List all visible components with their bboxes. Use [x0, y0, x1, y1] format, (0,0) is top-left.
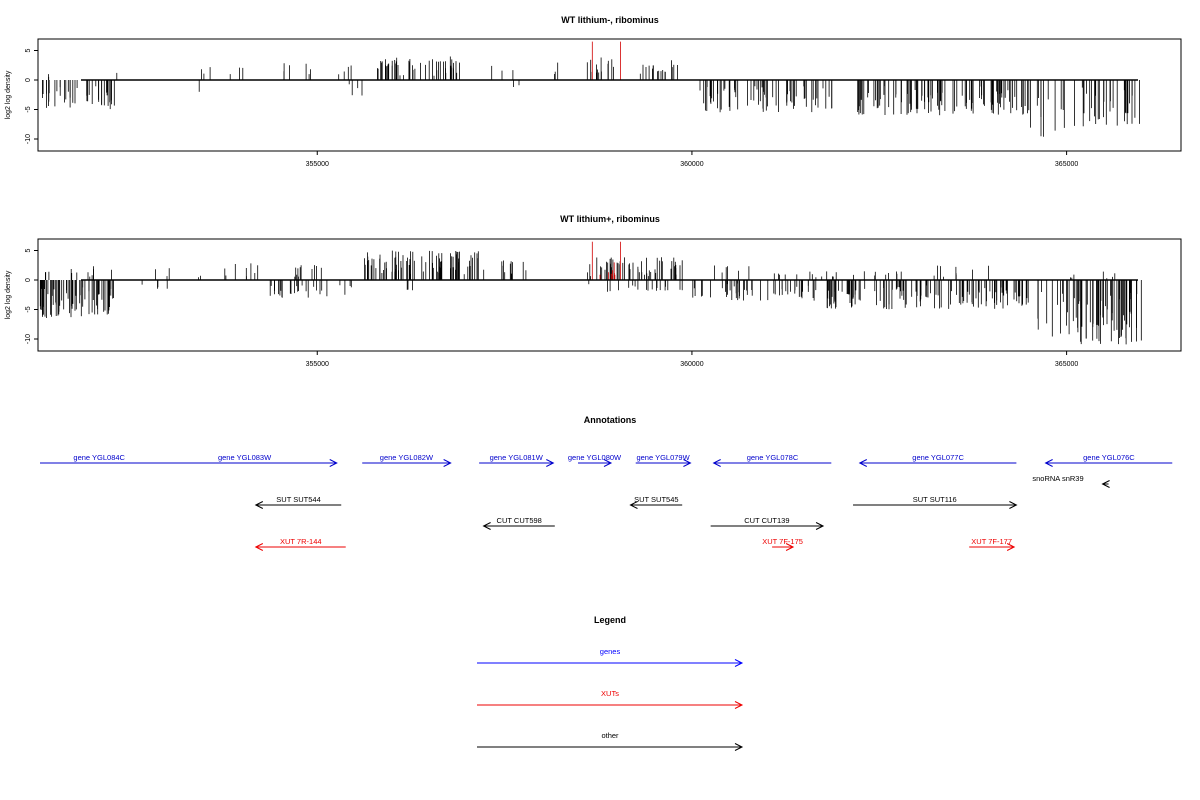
annotation-feature: gene YGL082W: [362, 453, 452, 467]
feature-label: gene YGL082W: [380, 453, 434, 462]
arrow-right-icon: [785, 543, 795, 551]
feature-label: gene YGL081W: [490, 453, 544, 462]
feature-label: snoRNA snR39: [1032, 474, 1083, 483]
legend-item: other: [477, 731, 744, 751]
annotation-feature: snoRNA snR39: [1032, 474, 1110, 488]
track-panel-2: WT lithium+, ribominus log2 log density …: [5, 214, 1182, 368]
legend-title: Legend: [594, 615, 626, 625]
feature-label: gene YGL076C: [1083, 453, 1135, 462]
annotation-feature: SUT SUT545: [629, 495, 683, 509]
arrow-left-icon: [482, 522, 491, 530]
x-axis: 355000 360000 365000: [306, 151, 1078, 168]
arrow-right-icon: [734, 659, 744, 667]
feature-label: CUT CUT139: [744, 516, 789, 525]
feature-label: SUT SUT116: [913, 495, 957, 504]
y-axis-label: log2 log density: [5, 270, 12, 319]
plot-frame: [37, 38, 1182, 152]
x-tick-label: 365000: [1055, 161, 1078, 168]
annotation-feature: XUT 7F-175: [762, 537, 803, 551]
y-tick-label: 0: [25, 278, 32, 282]
annotation-feature: CUT CUT139: [710, 516, 825, 530]
arrow-right-icon: [1009, 501, 1018, 509]
feature-label: gene YGL083W: [218, 453, 272, 462]
legend-items: genes XUTs other: [477, 647, 744, 751]
arrow-left-icon: [629, 501, 638, 509]
arrow-right-icon: [1006, 543, 1016, 551]
track-panel-1: WT lithium-, ribominus log2 log density …: [5, 15, 1182, 168]
x-tick-label: 365000: [1055, 361, 1078, 368]
y-tick-label: -5: [25, 306, 32, 312]
annotation-feature: XUT 7F-177: [969, 537, 1016, 551]
annotations-panel: Annotations gene YGL084C gene YGL083W gene…: [40, 415, 1173, 551]
annotation-feature: CUT CUT598: [482, 516, 555, 530]
arrow-right-icon: [815, 522, 825, 530]
arrow-right-icon: [329, 459, 338, 467]
track-title: WT lithium+, ribominus: [560, 214, 660, 224]
y-tick-label: -5: [25, 106, 32, 112]
feature-label: gene YGL079W: [636, 453, 690, 462]
annotation-feature: SUT SUT116: [853, 495, 1018, 509]
feature-label: XUT 7R-144: [280, 537, 322, 546]
track-title: WT lithium-, ribominus: [561, 15, 659, 25]
feature-label: XUT 7F-175: [762, 537, 803, 546]
arrow-right-icon: [443, 459, 452, 467]
arrow-left-icon: [858, 459, 868, 467]
y-tick-label: 5: [25, 48, 32, 52]
arrow-right-icon: [734, 743, 744, 751]
y-axis: 5 0 -5 -10: [25, 248, 38, 344]
arrow-left-icon: [1044, 459, 1053, 467]
annotation-feature: gene YGL081W: [479, 453, 555, 467]
signal-bars: [39, 241, 1142, 345]
arrow-left-icon: [712, 459, 721, 467]
legend-label: genes: [600, 647, 621, 656]
annotation-feature: gene YGL079W: [635, 453, 692, 467]
feature-label: gene YGL077C: [912, 453, 964, 462]
feature-label: gene YGL078C: [747, 453, 799, 462]
annotation-feature: gene YGL077C: [858, 453, 1017, 467]
arrow-left-icon: [254, 543, 264, 551]
legend-label: XUTs: [601, 689, 619, 698]
plot-frame: [37, 238, 1182, 352]
x-axis: 355000 360000 365000: [306, 351, 1078, 368]
legend-item: XUTs: [477, 689, 744, 709]
feature-label: CUT CUT598: [497, 516, 542, 525]
annotation-feature: SUT SUT544: [254, 495, 342, 509]
signal-bars: [42, 41, 1140, 137]
x-tick-label: 360000: [680, 361, 703, 368]
annotation-features: gene YGL084C gene YGL083W gene YGL082W gene…: [40, 453, 1173, 551]
arrow-right-icon: [546, 459, 555, 467]
x-tick-label: 360000: [680, 161, 703, 168]
y-axis: 5 0 -5 -10: [25, 48, 38, 144]
legend-panel: Legend genes XUTs other: [477, 615, 744, 751]
legend-label: other: [601, 731, 619, 740]
y-tick-label: -10: [25, 334, 32, 344]
annotation-feature: XUT 7R-144: [254, 537, 346, 551]
annotation-feature: gene YGL076C: [1044, 453, 1173, 467]
x-tick-label: 355000: [306, 161, 329, 168]
y-axis-label: log2 log density: [5, 70, 12, 119]
feature-label: XUT 7F-177: [971, 537, 1012, 546]
arrow-right-icon: [603, 459, 613, 467]
feature-label: gene YGL080W: [568, 453, 622, 462]
annotations-title: Annotations: [584, 415, 637, 425]
arrow-left-icon: [254, 501, 264, 509]
y-tick-label: 5: [25, 248, 32, 252]
annotation-feature: gene YGL084C: [40, 453, 159, 464]
x-tick-label: 355000: [306, 361, 329, 368]
feature-label: SUT SUT544: [276, 495, 320, 504]
legend-item: genes: [477, 647, 744, 667]
arrow-right-icon: [734, 701, 744, 709]
annotation-feature: gene YGL080W: [568, 453, 622, 467]
feature-label: gene YGL084C: [73, 453, 125, 462]
arrow-left-icon: [1101, 480, 1110, 488]
arrow-right-icon: [683, 459, 692, 467]
annotation-feature: gene YGL083W: [152, 453, 338, 467]
annotation-feature: gene YGL078C: [712, 453, 832, 467]
y-tick-label: 0: [25, 78, 32, 82]
y-tick-label: -10: [25, 134, 32, 144]
feature-label: SUT SUT545: [634, 495, 678, 504]
